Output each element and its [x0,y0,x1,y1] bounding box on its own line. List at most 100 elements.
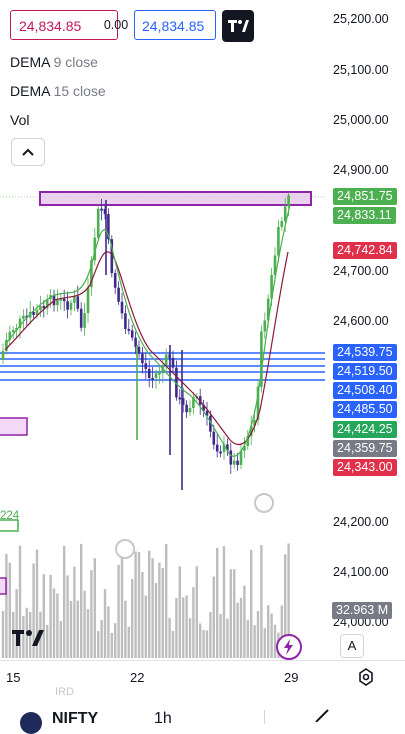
volume-bar [236,602,239,658]
volume-bar [22,615,25,658]
candle-body [18,318,22,329]
candle-body [266,298,270,321]
volume-bar [165,543,168,658]
candle-body [5,340,8,351]
volume-bar [5,553,8,658]
bottom-partial-text: IRD [55,686,74,698]
candle-body [8,331,12,341]
volume-bar [83,590,86,658]
candle-body [103,208,107,215]
volume-bar [270,613,273,658]
tradingview-logo-icon [228,20,249,32]
volume-bar [32,563,35,658]
chart-settings-button[interactable] [356,667,376,687]
legend-dema-15-params: 15 close [53,83,106,99]
candle-body [86,287,90,314]
volume-bar [233,569,236,658]
volume-bar [219,614,222,658]
volume-bar [243,585,246,658]
price-label-dema9: 24,833.11 [333,207,396,224]
volume-bar [15,589,18,658]
volume-bar [124,600,127,658]
dema-9-line [4,204,291,457]
candle-body [239,450,243,465]
auto-scale-button[interactable]: A [340,634,364,658]
volume-bar [97,631,100,658]
price-chart[interactable] [0,0,325,660]
price-label-support-2: 24,519.50 [333,363,397,380]
candle-body [178,397,182,400]
volume-bar [117,564,120,658]
bottom-toolbar: NIFTY 1h [0,706,405,734]
time-axis-border [0,660,405,661]
volume-bar [1,611,5,658]
bid-price-box[interactable]: 24,834.85 [10,10,118,40]
candle-body [219,451,222,454]
candle-body [263,320,267,332]
candle-body [185,404,188,413]
candle-body [192,397,195,409]
volume-bar [80,543,83,658]
volume-bar [35,549,39,658]
candle-body [253,420,256,426]
tradingview-watermark[interactable] [12,628,48,653]
price-label-support-4: 24,485.50 [333,401,397,418]
symbol-avatar[interactable] [20,712,42,734]
volume-bar [52,588,56,658]
candle-body [59,298,63,301]
volume-bar [107,606,110,658]
candle-body [69,302,73,310]
volume-bar [93,558,96,658]
volume-bar [263,628,266,658]
volume-bar [188,618,192,658]
legend-dema-9[interactable]: DEMA 9 close [10,54,98,70]
legend-dema-9-params: 9 close [53,54,98,70]
candle-body [25,315,29,318]
candle-body [188,408,192,413]
left-box-value: 224 [0,510,20,522]
tradingview-logo-button[interactable] [222,10,254,42]
candle-body [76,296,80,309]
alert-button[interactable] [276,634,302,660]
y-tick: 24,600.00 [333,314,389,328]
lightning-icon [284,639,293,655]
candle-body [120,301,124,314]
candle-body [215,444,219,452]
candle-body [249,425,253,436]
candle-body [39,306,42,310]
x-tick: 22 [130,670,145,685]
candle-body [144,363,148,369]
candle-body [158,372,161,375]
volume-bar [175,597,178,658]
candle-body [1,350,5,360]
legend-dema-15[interactable]: DEMA 15 close [10,83,106,99]
volume-bar [246,620,249,658]
volume-bar [144,595,147,658]
volume-bar [202,630,205,658]
volume-bar [199,623,202,658]
volume-label: 32.963 M [332,602,393,619]
candle-body [236,460,239,465]
marker-circle [254,493,274,513]
symbol-name[interactable]: NIFTY [52,710,99,727]
interval-selector[interactable]: 1h [154,710,172,727]
candle-body [113,273,117,288]
price-label-support-1: 24,539.75 [333,344,397,361]
y-tick: 24,100.00 [333,565,389,579]
volume-bar [222,546,226,658]
legend-collapse-button[interactable] [11,138,45,166]
volume-bar [110,632,113,658]
volume-bar [205,630,209,658]
candle-body [280,221,284,228]
legend-volume[interactable]: Vol [10,112,29,128]
volume-bar [171,631,175,658]
candle-body [273,255,277,275]
volume-bar [192,587,195,658]
volume-bar [267,605,270,658]
candle-body [35,309,39,315]
candle-body [222,444,226,453]
ask-price-box[interactable]: 24,834.85 [134,10,216,40]
candle-body [124,313,127,329]
volume-bar [134,551,137,658]
candle-body [93,237,97,261]
